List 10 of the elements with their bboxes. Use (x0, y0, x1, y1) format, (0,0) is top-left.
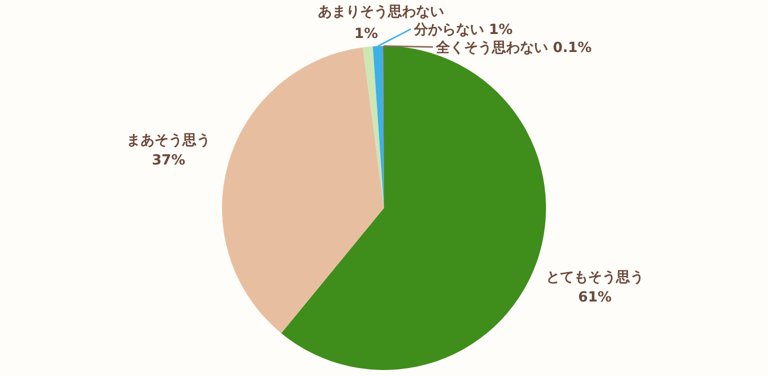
slice-label: あまりそう思わない (318, 4, 444, 20)
slice-label: 全くそう思わない 0.1% (435, 40, 592, 56)
pie-slice (362, 46, 384, 208)
data-label: 61% (578, 289, 612, 306)
slice-label: とてもそう思う (546, 269, 644, 286)
data-label: 1% (354, 26, 378, 42)
data-label: 37% (152, 152, 186, 169)
pie-slice (222, 47, 384, 334)
slice-label: 分からない 1% (413, 22, 513, 38)
slice-label: まあそう思う (126, 132, 211, 149)
